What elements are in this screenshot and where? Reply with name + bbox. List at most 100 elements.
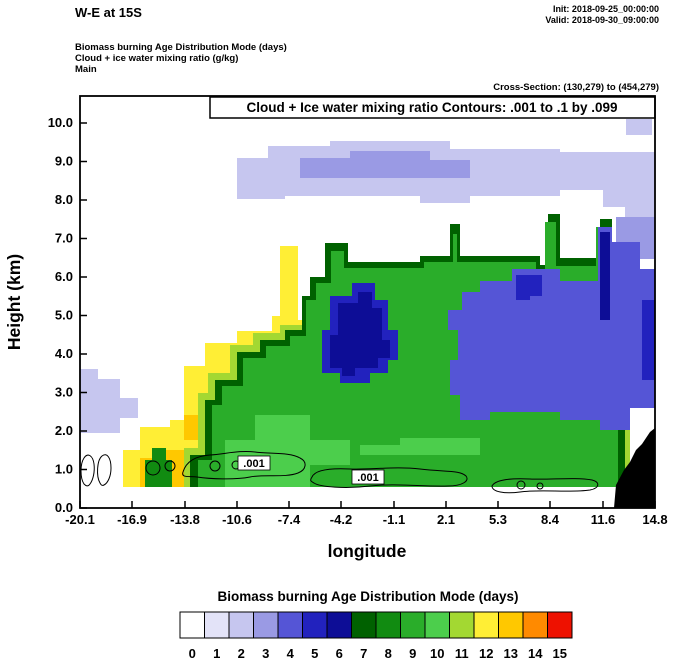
- plot-title: W-E at 15S: [75, 5, 142, 20]
- y-tick-label: 8.0: [55, 192, 73, 207]
- region-small-green-blob-left: [145, 448, 172, 487]
- colorbar-tick-label: 11: [455, 646, 469, 661]
- colorbar-cell: [498, 611, 524, 639]
- contour-label-text: .001: [243, 458, 264, 470]
- x-axis-ticks: [79, 501, 656, 508]
- region-navy-column-right: [600, 232, 610, 320]
- contour-label-box: [237, 455, 271, 471]
- contour-label-2: .001: [351, 469, 385, 485]
- region-periwinkle-upper-band: [300, 151, 470, 178]
- colorbar-cell: [375, 611, 401, 639]
- region-navy-patch-east-edge: [642, 300, 655, 380]
- y-tick-label: 7.0: [55, 231, 73, 246]
- field-line-2: Cloud + ice water mixing ratio (g/kg): [75, 53, 238, 64]
- colorbar-cell: [424, 611, 450, 639]
- cloud-contour-line: [164, 460, 176, 472]
- colorbar-tick-label: 5: [311, 646, 318, 661]
- cloud-contour-line: [516, 480, 526, 490]
- x-tick-label: 5.3: [489, 512, 507, 527]
- x-tick-labels: -20.1 -16.9 -13.8 -10.6 -7.4 -4.2 -1.1 2…: [65, 512, 667, 527]
- cloud-contour-line: [97, 454, 112, 486]
- region-navy-patch-right-1: [516, 275, 542, 300]
- valid-time-label: Valid: 2018-09-30_09:00:00: [545, 15, 659, 25]
- contour-label-text: .001: [357, 472, 378, 484]
- colorbar-tick-label: 2: [238, 646, 245, 661]
- init-time-label: Init: 2018-09-25_00:00:00: [553, 4, 659, 14]
- cross-section-label: Cross-Section: (130,279) to (454,279): [493, 82, 659, 93]
- x-tick-label: -10.6: [222, 512, 252, 527]
- colorbar-cell: [351, 611, 377, 639]
- contour-label-1: .001: [237, 455, 271, 471]
- colorbar-tick-label: 10: [430, 646, 444, 661]
- colorbar-tick-label: 14: [528, 646, 543, 661]
- y-tick-label: 10.0: [48, 115, 73, 130]
- colorbar-tick-label: 12: [479, 646, 493, 661]
- x-tick-label: -1.1: [383, 512, 405, 527]
- y-tick-labels: 0.0 1.0 2.0 3.0 4.0 5.0 6.0 7.0 8.0 9.0 …: [48, 115, 73, 515]
- y-tick-label: 9.0: [55, 154, 73, 169]
- colorbar-cell: [228, 611, 254, 639]
- contour-label-box: [351, 469, 385, 485]
- y-tick-label: 5.0: [55, 308, 73, 323]
- x-tick-label: 11.6: [591, 512, 616, 527]
- y-tick-label: 3.0: [55, 385, 73, 400]
- colorbar-cell: [179, 611, 205, 639]
- region-lavender-left: [80, 369, 138, 433]
- colorbar-cell: [302, 611, 328, 639]
- y-axis-title: Height (km): [4, 254, 24, 350]
- x-tick-label: -16.9: [117, 512, 147, 527]
- colorbar-cell: [473, 611, 499, 639]
- cloud-contour-line: [145, 460, 161, 476]
- y-tick-label: 1.0: [55, 462, 73, 477]
- field-line-1: Biomass burning Age Distribution Mode (d…: [75, 42, 287, 53]
- x-tick-label: -4.2: [330, 512, 352, 527]
- colorbar-tick-label: 6: [336, 646, 343, 661]
- colorbar-tick-label: 3: [262, 646, 269, 661]
- y-tick-label: 6.0: [55, 269, 73, 284]
- colorbar-tick-label: 1: [213, 646, 220, 661]
- x-tick-label: -13.8: [170, 512, 200, 527]
- colorbar-tick-label: 15: [553, 646, 567, 661]
- cloud-contour-line: [536, 482, 544, 490]
- colorbar-tick-label: 9: [409, 646, 416, 661]
- cloud-contour-line: [209, 460, 221, 472]
- colorbar-cell: [522, 611, 548, 639]
- colorbar-tick-labels: 0 1 2 3 4 5 6 7 8 9 10 11 12 13 14 15: [189, 646, 567, 661]
- colorbar: Biomass burning Age Distribution Mode (d…: [179, 589, 573, 661]
- cloud-contour-line: [491, 478, 599, 494]
- colorbar-title: Biomass burning Age Distribution Mode (d…: [217, 589, 518, 604]
- colorbar-cell: [449, 611, 475, 639]
- plot-frame: [79, 95, 656, 509]
- cloud-contour-line: [80, 454, 95, 487]
- terrain-black: [614, 428, 655, 508]
- colorbar-cell: [253, 611, 279, 639]
- y-tick-label: 2.0: [55, 423, 73, 438]
- cloud-contour-line: [310, 467, 468, 488]
- region-lavender-top-right: [626, 119, 652, 135]
- contour-info-box: Cloud + Ice water mixing ratio Contours:…: [209, 96, 656, 119]
- region-navy-core-center: [330, 292, 390, 376]
- colorbar-tick-label: 4: [287, 646, 295, 661]
- x-axis-title: longitude: [328, 541, 407, 561]
- field-line-3: Main: [75, 64, 97, 75]
- figure-header: W-E at 15S Init: 2018-09-25_00:00:00 Val…: [75, 4, 659, 93]
- colorbar-cell: [326, 611, 352, 639]
- colorbar-tick-label: 0: [189, 646, 196, 661]
- plot-area: .001 .001 Cloud + Ice water mixing ratio…: [4, 95, 668, 561]
- colorbar-tick-label: 7: [360, 646, 367, 661]
- contour-info-text: Cloud + Ice water mixing ratio Contours:…: [247, 100, 618, 115]
- colorbar-cell: [277, 611, 303, 639]
- colorbar-cell: [204, 611, 230, 639]
- x-tick-label: -20.1: [65, 512, 95, 527]
- colorbar-tick-label: 13: [504, 646, 518, 661]
- x-tick-label: -7.4: [278, 512, 301, 527]
- x-tick-label: 14.8: [642, 512, 667, 527]
- cloud-contour-line: [182, 450, 306, 480]
- y-tick-label: 4.0: [55, 346, 73, 361]
- region-plume-bright-green-2: [360, 438, 480, 455]
- y-axis-ticks: [80, 122, 87, 509]
- colorbar-cell: [400, 611, 426, 639]
- y-tick-label: 0.0: [55, 500, 73, 515]
